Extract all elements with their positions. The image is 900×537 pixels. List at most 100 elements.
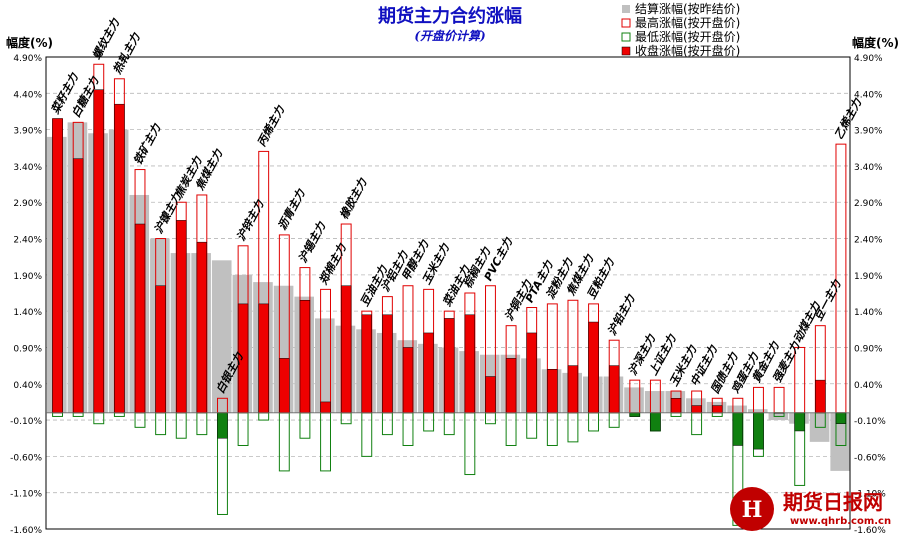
watermark-logo-letter: H [742, 497, 763, 523]
y-tick-label-right: -1.10% [854, 490, 886, 500]
close-bar [299, 300, 311, 414]
y-tick-label-left: -0.60% [10, 453, 42, 463]
low-bar [93, 412, 105, 425]
close-bar [712, 405, 723, 414]
close-bar [72, 158, 84, 414]
close-bar [608, 365, 620, 414]
y-tick-label-left: -0.10% [10, 417, 42, 427]
category-label: 铁矿主力 [131, 121, 164, 167]
settle-bar [830, 412, 850, 471]
category-label: 沪锡主力 [296, 219, 329, 265]
category-label: 郑棉主力 [316, 241, 349, 288]
close-bar [176, 220, 187, 414]
low-bar [72, 412, 84, 417]
low-bar [464, 412, 476, 476]
watermark-logo: H 期货日报网 www.qhrb.com.cn [730, 487, 891, 531]
legend-swatch-close [621, 46, 631, 56]
low-bar [505, 412, 517, 446]
settle-bar [747, 409, 768, 413]
low-bar [567, 412, 579, 443]
close-bar [217, 412, 228, 439]
close-bar [835, 412, 847, 424]
low-bar [113, 412, 125, 417]
legend-label: 收盘涨幅(按开盘价) [635, 43, 740, 58]
low-bar [526, 412, 538, 439]
low-bar [52, 412, 63, 417]
y-tick-label-left: -1.10% [10, 490, 42, 500]
close-bar [361, 314, 372, 414]
y-tick-label-left: 4.40% [13, 90, 42, 100]
category-label: 沥青主力 [275, 186, 308, 232]
close-bar [382, 314, 393, 414]
y-tick-label-right: 1.40% [854, 308, 883, 318]
close-bar [340, 285, 352, 414]
legend-label: 最高涨幅(按开盘价) [635, 15, 740, 30]
category-label: 沪铅主力 [605, 292, 638, 338]
y-tick-label-right: -1.60% [854, 526, 886, 536]
settle-bar [624, 387, 644, 413]
category-label: 沪锌主力 [234, 197, 267, 243]
y-tick-label-right: 3.90% [854, 127, 883, 137]
close-bar [155, 285, 166, 414]
low-bar [443, 412, 455, 436]
category-label: 热轧主力 [110, 30, 143, 77]
y-tick-label-right: -0.10% [854, 417, 886, 427]
legend-swatch-high [621, 18, 631, 28]
low-bar [670, 412, 682, 417]
y-tick-label-left: 4.90% [13, 54, 42, 64]
settle-bar [727, 405, 747, 413]
chart-title: 期货主力合约涨幅 [378, 5, 522, 27]
close-bar [93, 89, 104, 414]
y-tick-label-left: 0.90% [13, 344, 42, 354]
y-tick-label-left: 0.40% [13, 381, 42, 391]
close-bar [732, 412, 744, 446]
close-bar [794, 412, 805, 432]
y-tick-label-left: 1.90% [13, 272, 42, 282]
high-bar [753, 386, 764, 414]
legend-label: 结算涨幅(按昨结价) [635, 1, 740, 16]
low-bar [711, 412, 723, 417]
y-tick-label-right: 2.40% [854, 236, 883, 246]
low-bar [361, 412, 373, 457]
close-bar [52, 118, 63, 414]
close-bar [629, 412, 640, 417]
legend-swatch-low [621, 32, 631, 42]
y-tick-label-right: 4.90% [854, 54, 883, 64]
low-bar [196, 412, 208, 436]
close-bar [320, 401, 331, 414]
y-axis-label-right: 幅度(%) [852, 35, 899, 50]
watermark-url: www.qhrb.com.cn [790, 516, 891, 527]
category-label: 丙烯主力 [255, 103, 288, 149]
close-bar [196, 241, 208, 414]
high-bar [835, 143, 847, 414]
y-tick-label-left: 1.40% [13, 308, 42, 318]
low-bar [258, 412, 270, 421]
close-bar [423, 332, 434, 414]
close-bar [588, 321, 599, 414]
low-bar [485, 412, 496, 425]
close-bar [670, 398, 682, 414]
low-bar [320, 412, 331, 472]
y-tick-label-right: 4.40% [854, 90, 883, 100]
close-bar [279, 358, 290, 414]
close-bar [567, 365, 579, 414]
axes-layer: 4.90% 4.90% 4.40% 4.40% 3.90% 3.90% 3.40% 3.40%… [10, 54, 886, 536]
y-tick-label-right: 2.90% [854, 199, 883, 209]
close-bar [444, 318, 455, 414]
low-bar [237, 412, 249, 446]
y-tick-label-left: 2.90% [13, 199, 42, 209]
close-bar [650, 412, 661, 432]
close-bar [547, 368, 558, 414]
y-tick-label-right: 0.40% [854, 381, 883, 391]
settle-bar [644, 391, 665, 413]
low-bar [381, 412, 393, 436]
legend-label: 最低涨幅(按开盘价) [635, 29, 740, 44]
close-bar [485, 376, 496, 414]
low-bar [423, 412, 435, 432]
close-bar [526, 332, 537, 414]
close-bar [134, 223, 146, 414]
close-bar [464, 314, 476, 414]
y-axis-label-left: 幅度(%) [6, 35, 53, 50]
low-bar [175, 412, 187, 439]
